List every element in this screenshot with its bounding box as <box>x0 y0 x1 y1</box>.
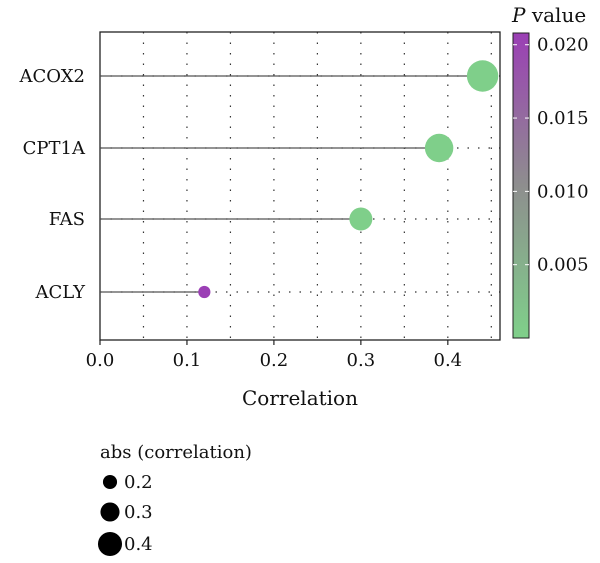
lollipop-point <box>198 285 211 299</box>
size-legend-title: abs (correlation) <box>100 442 252 463</box>
size-legend-dot <box>97 531 123 557</box>
colorbar-title: P value <box>511 3 586 27</box>
colorbar-gradient <box>512 32 530 339</box>
colorbar-tick-label: 0.015 <box>537 108 589 129</box>
x-tick-label: 0.2 <box>260 350 289 371</box>
lollipop-point <box>424 133 454 163</box>
y-tick-label: ACLY <box>35 282 87 303</box>
lollipop-point <box>466 60 499 92</box>
y-tick-label: ACOX2 <box>19 66 85 87</box>
y-tick-label: FAS <box>49 209 85 230</box>
plot-area: ACOX2 CPT1A FAS ACLY 0.0 0.1 0.2 0.3 0.4 Correlat… <box>19 31 501 410</box>
x-tick-label: 0.4 <box>434 350 463 371</box>
p-value-colorbar: P value 0.020 0.015 0.010 0.005 <box>511 3 589 339</box>
lollipop-point <box>349 207 373 231</box>
x-tick-label: 0.0 <box>86 350 115 371</box>
y-tick-label: CPT1A <box>23 138 86 159</box>
size-legend-dot <box>102 474 118 490</box>
size-legend-label: 0.2 <box>124 472 153 493</box>
colorbar-tick-label: 0.005 <box>537 255 589 276</box>
x-axis-title: Correlation <box>242 386 358 410</box>
plot-frame <box>99 31 501 341</box>
colorbar-tick-label: 0.020 <box>537 35 589 56</box>
size-legend-label: 0.4 <box>124 534 153 555</box>
size-legend-dot <box>100 502 120 522</box>
colorbar-tick-label: 0.010 <box>537 181 589 202</box>
size-legend: abs (correlation) 0.2 0.3 0.4 <box>97 442 252 557</box>
x-tick-label: 0.3 <box>347 350 376 371</box>
x-tick-label: 0.1 <box>173 350 202 371</box>
size-legend-label: 0.3 <box>124 502 153 523</box>
